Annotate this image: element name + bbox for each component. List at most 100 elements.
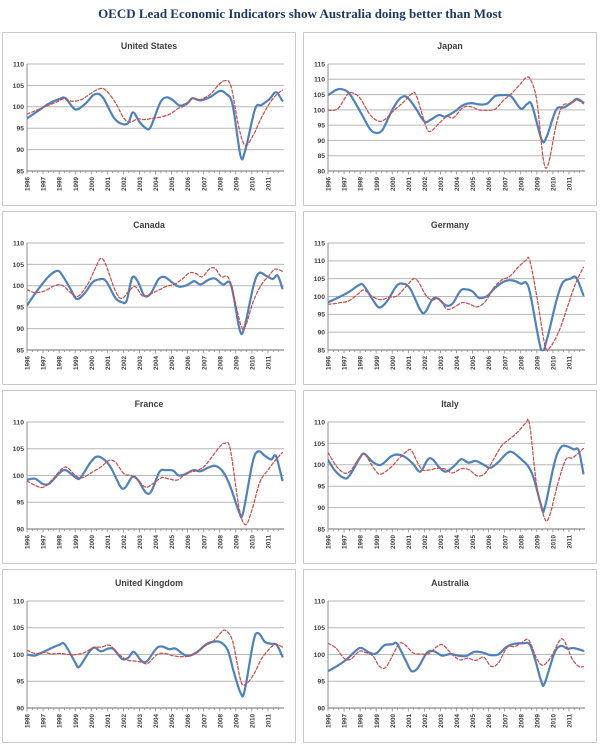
- x-tick-label: 2010: [249, 177, 256, 192]
- y-tick-label: 110: [13, 598, 24, 605]
- x-tick-label: 2009: [233, 356, 240, 371]
- x-tick-label: 2008: [518, 356, 525, 371]
- x-tick-label: 2010: [249, 356, 256, 371]
- x-tick-label: 1996: [326, 535, 333, 550]
- x-tick-label: 1996: [326, 714, 333, 729]
- x-tick-label: 2008: [217, 356, 224, 371]
- y-tick-label: 105: [314, 92, 326, 99]
- chart-panel-united-kingdom: United Kingdom 90 95 100 105 110 1996 1997 1998 1…: [2, 569, 296, 743]
- series-red-dashed-line: [328, 76, 585, 169]
- x-tick-label: 2010: [550, 535, 557, 550]
- x-tick-label: 2007: [502, 177, 509, 192]
- x-tick-label: 1999: [374, 535, 381, 550]
- x-tick-label: 1999: [374, 356, 381, 371]
- x-tick-label: 2003: [137, 535, 144, 550]
- series-group: [328, 76, 585, 169]
- x-tick-label: 1997: [41, 535, 48, 550]
- x-tick-label: 2001: [406, 356, 413, 371]
- x-tick-label: 2008: [217, 535, 224, 550]
- y-tick-label: 110: [314, 258, 325, 265]
- series-group: [27, 79, 284, 161]
- x-tick-label: 1996: [25, 714, 32, 729]
- chart-svg-japan: Japan 80 85 90 95 100 105 110 115 1996 1997 1998 199…: [314, 41, 585, 192]
- y-tick-label: 85: [317, 526, 325, 533]
- x-tick-label: 2006: [185, 177, 192, 192]
- x-tick-label: 2001: [105, 356, 112, 371]
- chart-svg-united-kingdom: United Kingdom 90 95 100 105 110 1996 1997 1998 1…: [13, 578, 284, 729]
- x-tick-label: 2003: [438, 177, 445, 192]
- x-tick-label: 2007: [201, 356, 208, 371]
- series-group: [27, 629, 284, 698]
- series-blue-solid-line: [27, 89, 284, 161]
- y-tick-label: 95: [317, 484, 325, 491]
- y-tick-label: 110: [13, 419, 24, 426]
- y-tick-label: 85: [16, 168, 24, 175]
- x-tick-label: 2011: [266, 535, 273, 549]
- x-tick-label: 2006: [486, 714, 493, 729]
- x-tick-label: 2001: [406, 535, 413, 550]
- y-tick-label: 90: [16, 147, 24, 154]
- series-red-dashed-line: [27, 441, 284, 526]
- y-tick-label: 100: [13, 473, 25, 480]
- x-tick-label: 2000: [390, 714, 397, 729]
- chart-svg-germany: Germany 85 90 95 100 105 110 115 1996 1997 1998 199…: [314, 220, 585, 371]
- x-tick-label: 2005: [169, 356, 176, 371]
- y-tick-label: 100: [314, 652, 326, 659]
- y-tick-label: 105: [314, 625, 326, 632]
- chart-svg-united-states: United States 85 90 95 100 105 110 1996 1997 1998…: [13, 41, 284, 192]
- y-tick-label: 115: [314, 240, 325, 247]
- x-tick-label: 2009: [534, 356, 541, 371]
- x-tick-label: 1998: [358, 714, 365, 729]
- x-tick-label: 2004: [153, 356, 160, 371]
- charts-grid: United States 85 90 95 100 105 110 1996 1997 1998…: [0, 32, 600, 743]
- y-tick-label: 110: [13, 61, 24, 68]
- chart-title: Germany: [431, 220, 469, 230]
- y-tick-label: 95: [317, 312, 325, 319]
- x-tick-label: 2002: [422, 535, 429, 550]
- chart-panel-japan: Japan 80 85 90 95 100 105 110 115 1996 1997 1998 199…: [303, 32, 597, 206]
- y-tick-label: 90: [16, 326, 24, 333]
- x-tick-label: 2007: [201, 714, 208, 729]
- y-tick-label: 115: [314, 61, 325, 68]
- x-tick-label: 1997: [41, 177, 48, 192]
- x-tick-label: 2003: [137, 714, 144, 729]
- x-tick-label: 2011: [567, 535, 574, 549]
- x-tick-label: 2007: [502, 535, 509, 550]
- x-tick-label: 2011: [266, 177, 273, 191]
- x-tick-label: 1997: [41, 356, 48, 371]
- x-tick-label: 2005: [169, 714, 176, 729]
- chart-title: France: [135, 399, 164, 409]
- x-tick-label: 1998: [57, 714, 64, 729]
- chart-title: Canada: [133, 220, 165, 230]
- x-tick-label: 2002: [121, 535, 128, 550]
- series-blue-solid-line: [27, 631, 284, 698]
- chart-panel-germany: Germany 85 90 95 100 105 110 115 1996 1997 1998 199…: [303, 211, 597, 385]
- chart-svg-australia: Australia 90 95 100 105 110 1996 1997 1998 1999 20…: [314, 578, 585, 729]
- x-tick-label: 2003: [137, 356, 144, 371]
- series-red-dashed-line: [27, 79, 284, 146]
- x-tick-label: 2000: [89, 177, 96, 192]
- x-tick-label: 2008: [518, 177, 525, 192]
- y-tick-label: 85: [317, 347, 325, 354]
- x-tick-label: 2000: [390, 177, 397, 192]
- x-tick-label: 2006: [185, 714, 192, 729]
- chart-title: Italy: [441, 399, 459, 409]
- x-tick-label: 2009: [233, 714, 240, 729]
- x-tick-label: 1996: [25, 177, 32, 192]
- chart-title: United Kingdom: [115, 578, 183, 588]
- series-blue-solid-line: [328, 641, 585, 687]
- x-tick-label: 2000: [390, 535, 397, 550]
- x-tick-label: 2006: [185, 356, 192, 371]
- x-tick-label: 2011: [567, 177, 574, 191]
- series-blue-solid-line: [27, 450, 284, 519]
- x-tick-label: 2003: [438, 356, 445, 371]
- x-tick-label: 2007: [201, 177, 208, 192]
- x-tick-label: 2006: [486, 356, 493, 371]
- x-tick-label: 2010: [550, 714, 557, 729]
- y-tick-label: 95: [16, 126, 24, 133]
- y-tick-label: 90: [317, 138, 325, 145]
- x-tick-label: 2009: [233, 535, 240, 550]
- x-tick-label: 2008: [217, 714, 224, 729]
- series-red-dashed-line: [27, 629, 284, 687]
- y-tick-label: 95: [16, 305, 24, 312]
